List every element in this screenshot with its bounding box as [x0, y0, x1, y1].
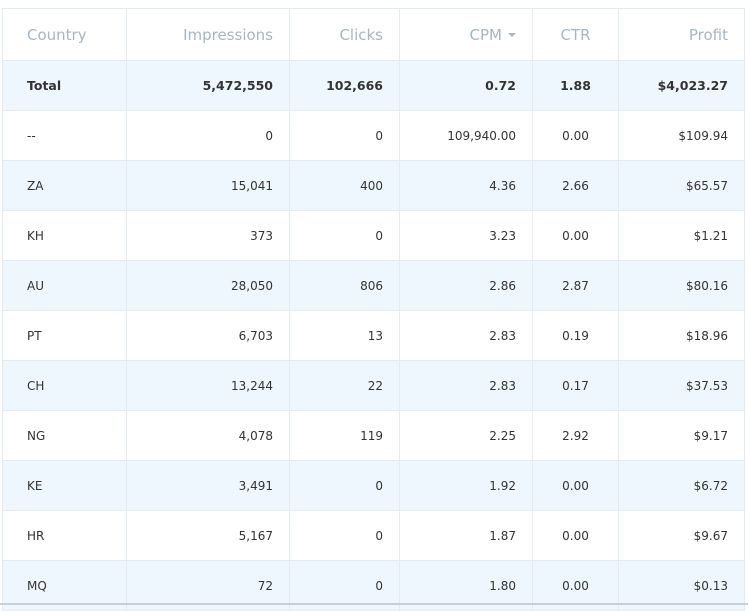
- cell-cpm: 1.92: [399, 460, 533, 511]
- cell-clicks: 806: [289, 260, 400, 311]
- country-stats-table: Country Impressions Clicks CPM CTR Profi…: [2, 8, 745, 611]
- cell-impressions: 3,491: [126, 460, 290, 511]
- column-header-label: Impressions: [183, 25, 273, 44]
- column-header-country[interactable]: Country: [2, 8, 127, 61]
- cell-cpm: 2.83: [399, 360, 533, 411]
- cell-country: ZA: [2, 160, 127, 211]
- cell-country: MQ: [2, 560, 127, 611]
- table-header: Country Impressions Clicks CPM CTR Profi…: [2, 8, 745, 61]
- cell-cpm: 2.86: [399, 260, 533, 311]
- column-header-ctr[interactable]: CTR: [532, 8, 619, 61]
- cell-cpm: 4.36: [399, 160, 533, 211]
- cell-ctr: 0.19: [532, 310, 619, 361]
- cell-profit: $4,023.27: [618, 60, 745, 111]
- table-body: Total 5,472,550 102,666 0.72 1.88 $4,023…: [2, 60, 745, 611]
- cell-impressions: 28,050: [126, 260, 290, 311]
- cell-cpm: 109,940.00: [399, 110, 533, 161]
- column-header-label: Profit: [688, 25, 728, 44]
- cell-clicks: 119: [289, 410, 400, 461]
- table-row: -- 0 0 109,940.00 0.00 $109.94: [2, 110, 745, 161]
- table-row: PT 6,703 13 2.83 0.19 $18.96: [2, 310, 745, 361]
- cell-cpm: 1.80: [399, 560, 533, 611]
- cell-country: KE: [2, 460, 127, 511]
- cell-profit: $9.17: [618, 410, 745, 461]
- cell-country: PT: [2, 310, 127, 361]
- column-header-label: CPM: [469, 25, 502, 44]
- cell-cpm: 3.23: [399, 210, 533, 261]
- cell-clicks: 0: [289, 110, 400, 161]
- column-header-label: Clicks: [339, 25, 383, 44]
- cell-cpm: 2.25: [399, 410, 533, 461]
- cell-impressions: 6,703: [126, 310, 290, 361]
- table-row: KE 3,491 0 1.92 0.00 $6.72: [2, 460, 745, 511]
- cell-impressions: 0: [126, 110, 290, 161]
- cell-clicks: 0: [289, 210, 400, 261]
- table-row: HR 5,167 0 1.87 0.00 $9.67: [2, 510, 745, 561]
- cell-ctr: 0.00: [532, 460, 619, 511]
- table-row: KH 373 0 3.23 0.00 $1.21: [2, 210, 745, 261]
- cell-profit: $109.94: [618, 110, 745, 161]
- header-row: Country Impressions Clicks CPM CTR Profi…: [2, 8, 745, 61]
- cell-ctr: 2.87: [532, 260, 619, 311]
- table-row: AU 28,050 806 2.86 2.87 $80.16: [2, 260, 745, 311]
- cell-clicks: 102,666: [289, 60, 400, 111]
- cell-clicks: 400: [289, 160, 400, 211]
- cell-ctr: 0.17: [532, 360, 619, 411]
- table-row: ZA 15,041 400 4.36 2.66 $65.57: [2, 160, 745, 211]
- cell-profit: $6.72: [618, 460, 745, 511]
- column-header-label: Country: [27, 25, 87, 44]
- cell-impressions: 13,244: [126, 360, 290, 411]
- cell-country: AU: [2, 260, 127, 311]
- column-header-cpm[interactable]: CPM: [399, 8, 533, 61]
- cell-profit: $9.67: [618, 510, 745, 561]
- cell-impressions: 5,472,550: [126, 60, 290, 111]
- cell-profit: $1.21: [618, 210, 745, 261]
- cell-ctr: 2.66: [532, 160, 619, 211]
- cell-ctr: 0.00: [532, 110, 619, 161]
- cell-country: NG: [2, 410, 127, 461]
- cell-country: --: [2, 110, 127, 161]
- cell-impressions: 4,078: [126, 410, 290, 461]
- cell-ctr: 2.92: [532, 410, 619, 461]
- cell-impressions: 5,167: [126, 510, 290, 561]
- cell-clicks: 22: [289, 360, 400, 411]
- cell-profit: $37.53: [618, 360, 745, 411]
- cell-ctr: 0.00: [532, 510, 619, 561]
- table-row: CH 13,244 22 2.83 0.17 $37.53: [2, 360, 745, 411]
- cell-country: Total: [2, 60, 127, 111]
- cell-cpm: 1.87: [399, 510, 533, 561]
- cell-clicks: 0: [289, 460, 400, 511]
- total-row: Total 5,472,550 102,666 0.72 1.88 $4,023…: [2, 60, 745, 111]
- cell-country: KH: [2, 210, 127, 261]
- cell-ctr: 1.88: [532, 60, 619, 111]
- column-header-impressions[interactable]: Impressions: [126, 8, 290, 61]
- caret-down-icon: [508, 33, 516, 37]
- cell-ctr: 0.00: [532, 210, 619, 261]
- cell-profit: $18.96: [618, 310, 745, 361]
- cell-country: HR: [2, 510, 127, 561]
- cell-clicks: 13: [289, 310, 400, 361]
- cell-cpm: 0.72: [399, 60, 533, 111]
- bottom-scroll-divider: [0, 603, 748, 605]
- cell-profit: $80.16: [618, 260, 745, 311]
- cell-profit: $65.57: [618, 160, 745, 211]
- cell-profit: $0.13: [618, 560, 745, 611]
- cell-clicks: 0: [289, 510, 400, 561]
- table-row: NG 4,078 119 2.25 2.92 $9.17: [2, 410, 745, 461]
- column-header-clicks[interactable]: Clicks: [289, 8, 400, 61]
- report-table-container: Country Impressions Clicks CPM CTR Profi…: [2, 8, 745, 611]
- cell-impressions: 373: [126, 210, 290, 261]
- cell-impressions: 15,041: [126, 160, 290, 211]
- cell-ctr: 0.00: [532, 560, 619, 611]
- column-header-profit[interactable]: Profit: [618, 8, 745, 61]
- cell-cpm: 2.83: [399, 310, 533, 361]
- cell-country: CH: [2, 360, 127, 411]
- table-row: MQ 72 0 1.80 0.00 $0.13: [2, 560, 745, 611]
- column-header-label: CTR: [560, 25, 591, 44]
